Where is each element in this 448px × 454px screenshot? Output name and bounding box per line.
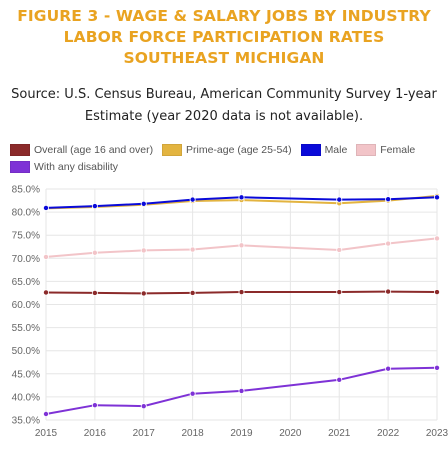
x-tick-label: 2016 xyxy=(84,428,107,439)
y-tick-label: 75.0% xyxy=(12,231,40,242)
legend-label-overall: Overall (age 16 and over) xyxy=(34,144,154,156)
legend-swatch-overall xyxy=(10,144,30,156)
title-line-3: SOUTHEAST MICHIGAN xyxy=(123,49,325,67)
legend-item-female[interactable]: Female xyxy=(356,142,415,158)
data-point-male xyxy=(385,196,392,203)
data-point-disability xyxy=(189,390,196,397)
x-tick-label: 2015 xyxy=(35,428,58,439)
data-point-female xyxy=(385,240,392,247)
y-tick-label: 80.0% xyxy=(12,208,40,219)
y-tick-label: 85.0% xyxy=(12,185,40,196)
source-line-1: Source: U.S. Census Bureau, American Com… xyxy=(11,87,437,102)
data-point-male xyxy=(43,204,50,211)
chart-title: FIGURE 3 - WAGE & SALARY JOBS BY INDUSTR… xyxy=(0,6,448,69)
x-tick-label: 2019 xyxy=(230,428,253,439)
data-point-overall xyxy=(385,288,392,295)
data-point-female xyxy=(336,246,343,253)
series-line-male xyxy=(45,196,438,209)
data-point-overall xyxy=(43,289,50,296)
data-point-disability xyxy=(336,376,343,383)
data-point-overall xyxy=(433,289,440,296)
legend-label-male: Male xyxy=(324,144,348,156)
legend-item-male[interactable]: Male xyxy=(300,142,348,158)
data-point-overall xyxy=(238,289,245,296)
source-line-2: Estimate (year 2020 data is not availabl… xyxy=(84,109,364,124)
chart-source: Source: U.S. Census Bureau, American Com… xyxy=(0,84,448,128)
legend-item-prime-age[interactable]: Prime-age (age 25-54) xyxy=(162,142,292,158)
x-tick-label: 2017 xyxy=(133,428,156,439)
y-tick-label: 55.0% xyxy=(12,323,40,334)
data-point-male xyxy=(433,194,440,201)
data-point-disability xyxy=(238,387,245,394)
y-tick-label: 35.0% xyxy=(12,416,40,427)
data-point-overall xyxy=(189,289,196,296)
series-line-disability xyxy=(45,366,438,415)
y-tick-label: 40.0% xyxy=(12,392,40,403)
data-point-male xyxy=(140,200,147,207)
title-line-1: FIGURE 3 - WAGE & SALARY JOBS BY INDUSTR… xyxy=(17,7,431,25)
legend-swatch-disability xyxy=(10,161,30,173)
data-point-female xyxy=(189,246,196,253)
y-tick-label: 50.0% xyxy=(12,346,40,357)
data-point-female xyxy=(140,247,147,254)
chart-legend: Overall (age 16 and over) Prime-age (age… xyxy=(10,142,440,176)
data-point-male xyxy=(336,196,343,203)
y-tick-label: 45.0% xyxy=(12,369,40,380)
data-point-overall xyxy=(140,290,147,297)
data-point-overall xyxy=(91,289,98,296)
x-tick-label: 2022 xyxy=(377,428,400,439)
legend-swatch-female xyxy=(356,144,377,156)
legend-label-disability: With any disability xyxy=(34,161,119,173)
x-tick-label: 2021 xyxy=(328,428,351,439)
data-point-male xyxy=(189,196,196,203)
data-point-disability xyxy=(385,365,392,372)
series-line-overall xyxy=(45,290,438,295)
legend-item-overall[interactable]: Overall (age 16 and over) xyxy=(10,142,153,158)
legend-swatch-male xyxy=(300,144,321,156)
data-point-female xyxy=(238,242,245,249)
data-point-disability xyxy=(433,364,440,371)
legend-item-disability[interactable]: With any disability xyxy=(10,159,118,175)
legend-label-prime-age: Prime-age (age 25-54) xyxy=(186,144,292,156)
y-tick-label: 65.0% xyxy=(12,277,40,288)
x-tick-label: 2018 xyxy=(182,428,205,439)
data-point-male xyxy=(91,203,98,210)
series-line-female xyxy=(45,237,438,258)
data-point-female xyxy=(43,253,50,260)
data-point-overall xyxy=(336,289,343,296)
y-tick-label: 70.0% xyxy=(12,254,40,265)
legend-swatch-prime-age xyxy=(162,144,182,156)
legend-label-female: Female xyxy=(380,144,416,156)
title-line-2: LABOR FORCE PARTICIPATION RATES xyxy=(63,28,385,46)
data-point-disability xyxy=(91,402,98,409)
data-point-female xyxy=(433,235,440,242)
data-point-disability xyxy=(140,403,147,410)
data-point-male xyxy=(238,194,245,201)
x-tick-label: 2023 xyxy=(426,428,448,439)
data-point-female xyxy=(91,249,98,256)
y-tick-label: 60.0% xyxy=(12,300,40,311)
x-tick-label: 2020 xyxy=(279,428,302,439)
data-point-disability xyxy=(43,410,50,417)
